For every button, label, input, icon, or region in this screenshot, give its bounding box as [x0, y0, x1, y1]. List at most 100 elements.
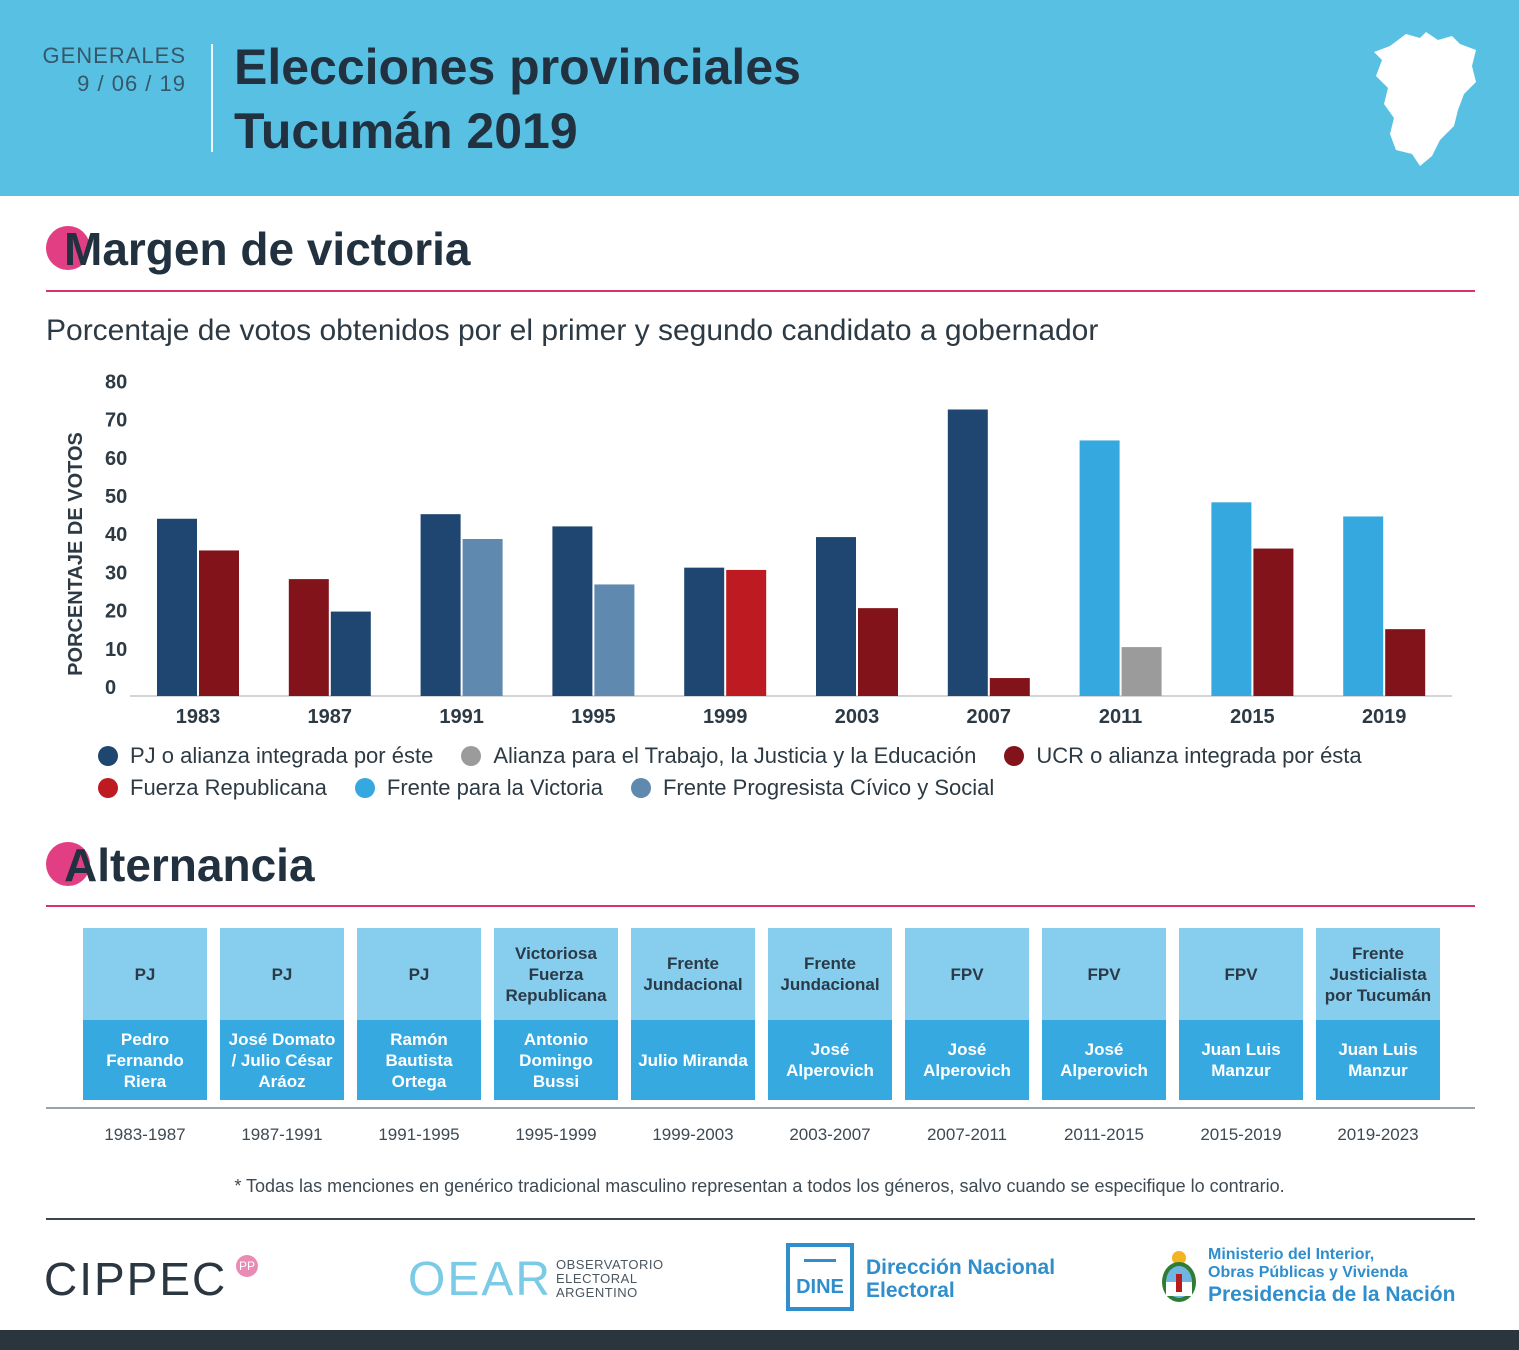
section-rule [46, 905, 1475, 907]
x-tick-label: 1999 [703, 706, 748, 728]
term-period: 1987-1991 [241, 1125, 323, 1144]
term-governor: José Alperovich [905, 1020, 1029, 1100]
section-title-text: Alternancia [64, 839, 315, 891]
dine-name-line: Dirección Nacional [866, 1256, 1056, 1279]
bar-2015-first [1211, 502, 1252, 696]
legend-swatch-icon [354, 778, 375, 798]
term-governor: Juan Luis Manzur [1179, 1020, 1303, 1100]
bar-1999-first [684, 567, 725, 696]
dine-name: Dirección Nacional Electoral [866, 1256, 1055, 1302]
term-period: 2019-2023 [1337, 1125, 1419, 1144]
oear-subtitle: OBSERVATORIO ELECTORAL ARGENTINO [556, 1258, 664, 1300]
term-column: PJ Pedro Fernando Riera [83, 928, 207, 1100]
term-period: 1991-1995 [378, 1125, 460, 1144]
dine-name-line: Electoral [866, 1279, 955, 1302]
tucuman-map-icon [1374, 32, 1476, 166]
y-tick-label: 40 [105, 524, 127, 546]
term-governor: Antonio Domingo Bussi [494, 1020, 618, 1100]
section-rule [46, 290, 1475, 292]
presidencia-line: Presidencia de la Nación [1208, 1283, 1456, 1306]
term-party: PJ [220, 928, 344, 1020]
oear-sub-line: ARGENTINO [556, 1285, 638, 1300]
legend-label: UCR o alianza integrada por ésta [1036, 743, 1362, 768]
legend-item-ucr: UCR o alianza integrada por ésta [1004, 743, 1362, 769]
y-tick-label: 50 [105, 486, 127, 508]
term-column: PJ Ramón Bautista Ortega [357, 928, 481, 1100]
term-governor: José Domato / Julio César Aráoz [220, 1020, 344, 1100]
term-governor: José Alperovich [1042, 1020, 1166, 1100]
term-governor: Pedro Fernando Riera [83, 1020, 207, 1100]
section-bullet-icon [46, 842, 90, 886]
term-party: FPV [1179, 928, 1303, 1020]
ministerio-line: Ministerio del Interior, [1208, 1246, 1375, 1263]
legend-label: Fuerza Republicana [130, 775, 327, 800]
term-governor: Julio Miranda [631, 1020, 755, 1100]
ministerio-line: Obras Públicas y Vivienda [1208, 1264, 1408, 1281]
bar-2007-second [989, 678, 1030, 696]
timeline-axis [46, 1107, 1475, 1109]
term-governor: Ramón Bautista Ortega [357, 1020, 481, 1100]
x-tick-label: 2003 [835, 706, 880, 728]
term-party: Frente Jundacional [768, 928, 892, 1020]
chart-subtitle: Porcentaje de votos obtenidos por el pri… [46, 314, 1099, 347]
bar-1987-second [330, 611, 371, 696]
legend-row: Fuerza Republicana Frente para la Victori… [98, 772, 1498, 804]
term-column: Frente Justicialista por Tucumán Juan Lui… [1316, 928, 1440, 1100]
dine-logo-bar [804, 1259, 836, 1262]
page-title-line2: Tucumán 2019 [234, 103, 578, 159]
x-tick-label: 2015 [1230, 706, 1275, 728]
page-title-line1: Elecciones provinciales [234, 39, 801, 95]
header-banner: GENERALES 9 / 06 / 19 Elecciones provinc… [0, 0, 1519, 196]
legend-label: PJ o alianza integrada por éste [130, 743, 434, 768]
term-period: 2011-2015 [1063, 1125, 1145, 1144]
term-column: FPV José Alperovich [1042, 928, 1166, 1100]
term-period: 2007-2011 [926, 1125, 1008, 1144]
legend-swatch-icon [98, 778, 118, 798]
term-governor: Juan Luis Manzur [1316, 1020, 1440, 1100]
chart-legend: PJ o alianza integrada por éste Alianza p… [98, 740, 1498, 804]
ministerio-name: Ministerio del Interior, Obras Públicas … [1208, 1246, 1455, 1308]
x-tick-label: 2019 [1362, 706, 1407, 728]
legend-item-pj: PJ o alianza integrada por éste [98, 743, 433, 769]
term-period: 2003-2007 [789, 1125, 871, 1144]
term-governor: José Alperovich [768, 1020, 892, 1100]
legend-label: Frente Progresista Cívico y Social [662, 775, 995, 800]
x-tick-label: 2007 [967, 706, 1012, 728]
national-seal-icon [1162, 1251, 1196, 1302]
y-tick-label: 70 [105, 410, 127, 432]
term-party: Frente Justicialista por Tucumán [1316, 928, 1440, 1020]
x-tick-label: 1987 [308, 706, 353, 728]
y-tick-label: 30 [105, 562, 127, 584]
bar-1995-first [552, 526, 593, 696]
y-tick-label: 20 [105, 601, 127, 623]
section-title-text: Margen de victoria [64, 223, 471, 275]
bar-1987-first [288, 579, 329, 696]
term-party: PJ [357, 928, 481, 1020]
header-divider [211, 44, 213, 152]
cippec-logo: CIPPEC [44, 1253, 228, 1305]
term-column: PJ José Domato / Julio César Aráoz [220, 928, 344, 1100]
legend-item-fr: Fuerza Republicana [98, 775, 327, 801]
term-party: Victoriosa Fuerza Republicana [494, 928, 618, 1020]
bar-1995-second [594, 584, 635, 696]
bar-1983-first [157, 518, 197, 696]
bar-2003-second [858, 608, 898, 696]
legend-label: Alianza para el Trabajo, la Justicia y l… [493, 743, 977, 768]
y-tick-label: 0 [105, 677, 116, 699]
legend-row: PJ o alianza integrada por éste Alianza p… [98, 740, 1498, 772]
x-tick-label: 2011 [1099, 706, 1142, 728]
bar-1991-first [420, 514, 461, 696]
alternancia-table: PJ Pedro Fernando Riera PJ José Domato / Ju… [0, 928, 1519, 1103]
term-period: 1999-2003 [652, 1125, 734, 1144]
legend-item-fpv: Frente para la Victoria [354, 775, 603, 801]
oear-sub-line: ELECTORAL [556, 1271, 638, 1286]
bar-2015-second [1253, 548, 1294, 696]
oear-sub-line: OBSERVATORIO [556, 1257, 664, 1272]
legend-item-fpcs: Frente Progresista Cívico y Social [630, 775, 995, 801]
term-period: 1983-1987 [104, 1125, 186, 1144]
footer-rule [46, 1218, 1475, 1220]
oear-logo: OEAR [408, 1253, 553, 1306]
legend-swatch-icon [461, 746, 482, 766]
bar-2019-second [1385, 629, 1426, 696]
term-column: Victoriosa Fuerza Republicana Antonio Dom… [494, 928, 618, 1100]
